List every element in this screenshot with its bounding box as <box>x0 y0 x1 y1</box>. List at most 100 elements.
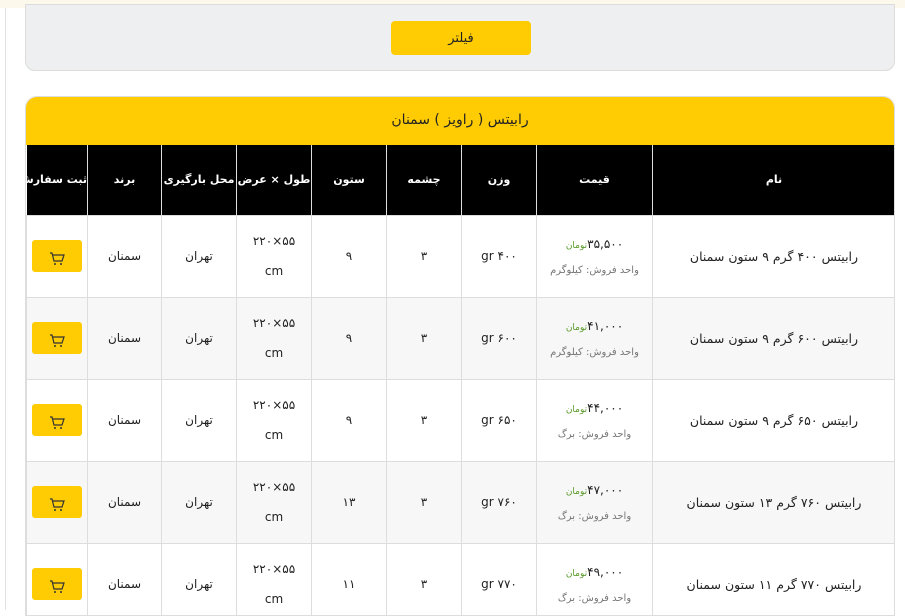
sale-unit: واحد فروش: کیلوگرم <box>550 346 639 358</box>
cart-icon <box>50 415 65 429</box>
dims-cell: ۵۵×۲۲۰ cm <box>236 378 312 462</box>
add-to-cart-button[interactable] <box>32 568 82 600</box>
sale-unit: واحد فروش: برگ <box>557 592 632 604</box>
price-cell: ۴۷,۰۰۰تومان واحد فروش: برگ <box>536 460 653 544</box>
brand-cell: سمنان <box>87 214 162 298</box>
loading-cell: تهران <box>161 296 237 380</box>
order-cell <box>26 378 88 462</box>
price-value: ۴۱,۰۰۰ <box>587 318 624 333</box>
dims-value: ۵۵×۲۲۰ <box>252 316 296 330</box>
chashmeh-cell: ۳ <box>386 214 462 298</box>
cart-icon <box>50 251 65 265</box>
column-cell: ۹ <box>311 214 387 298</box>
price-cell: ۳۵,۵۰۰تومان واحد فروش: کیلوگرم <box>536 214 653 298</box>
product-name[interactable]: رابیتس ۷۶۰ گرم ۱۳ ستون سمنان <box>652 460 894 544</box>
product-name[interactable]: رابیتس ۶۵۰ گرم ۹ ستون سمنان <box>652 378 894 462</box>
currency-label: تومان <box>565 240 588 251</box>
loading-cell: تهران <box>161 542 237 615</box>
currency-label: تومان <box>565 568 588 579</box>
weight-cell: ۶۵۰ gr <box>461 378 537 462</box>
order-cell <box>26 214 88 298</box>
weight-cell: ۴۰۰ gr <box>461 214 537 298</box>
weight-cell: ۶۰۰ gr <box>461 296 537 380</box>
price-value: ۴۷,۰۰۰ <box>587 482 624 497</box>
table-row: سمنان تهران ۵۵×۲۲۰ cm ۹ ۳ ۶۵۰ gr ۴۴,۰۰۰تو… <box>26 378 894 462</box>
product-name[interactable]: رابیتس ۷۷۰ گرم ۱۱ ستون سمنان <box>652 542 894 615</box>
cart-icon <box>50 497 65 511</box>
product-name[interactable]: رابیتس ۴۰۰ گرم ۹ ستون سمنان <box>652 214 894 298</box>
dims-cell: ۵۵×۲۲۰ cm <box>236 542 312 615</box>
dims-value: ۵۵×۲۲۰ <box>252 562 296 576</box>
dims-cell: ۵۵×۲۲۰ cm <box>236 214 312 298</box>
dims-unit: cm <box>264 510 284 524</box>
column-cell: ۹ <box>311 378 387 462</box>
price-cell: ۴۱,۰۰۰تومان واحد فروش: کیلوگرم <box>536 296 653 380</box>
dims-unit: cm <box>264 346 284 360</box>
add-to-cart-button[interactable] <box>32 404 82 436</box>
sale-unit: واحد فروش: برگ <box>557 510 632 522</box>
chashmeh-cell: ۳ <box>386 542 462 615</box>
brand-cell: سمنان <box>87 460 162 544</box>
brand-cell: سمنان <box>87 296 162 380</box>
dims-value: ۵۵×۲۲۰ <box>252 234 296 248</box>
filter-panel: فیلتر <box>25 4 895 71</box>
weight-cell: ۷۷۰ gr <box>461 542 537 615</box>
currency-label: تومان <box>565 322 588 333</box>
brand-cell: سمنان <box>87 378 162 462</box>
header-column: ستون <box>311 145 387 215</box>
table-row: سمنان تهران ۵۵×۲۲۰ cm ۱۳ ۳ ۷۶۰ gr ۴۷,۰۰۰ت… <box>26 460 894 544</box>
order-cell <box>26 296 88 380</box>
add-to-cart-button[interactable] <box>32 240 82 272</box>
product-name[interactable]: رابیتس ۶۰۰ گرم ۹ ستون سمنان <box>652 296 894 380</box>
dims-unit: cm <box>264 264 284 278</box>
header-brand: برند <box>87 145 162 215</box>
column-cell: ۹ <box>311 296 387 380</box>
weight-cell: ۷۶۰ gr <box>461 460 537 544</box>
header-name: نام <box>652 145 894 215</box>
cart-icon <box>50 333 65 347</box>
chashmeh-cell: ۳ <box>386 378 462 462</box>
dims-unit: cm <box>264 428 284 442</box>
price-cell: ۴۴,۰۰۰تومان واحد فروش: برگ <box>536 378 653 462</box>
dims-value: ۵۵×۲۲۰ <box>252 480 296 494</box>
sale-unit: واحد فروش: کیلوگرم <box>550 264 639 276</box>
loading-cell: تهران <box>161 214 237 298</box>
price-cell: ۴۹,۰۰۰تومان واحد فروش: برگ <box>536 542 653 615</box>
add-to-cart-button[interactable] <box>32 322 82 354</box>
chashmeh-cell: ۳ <box>386 296 462 380</box>
product-card: رابیتس ( راویز ) سمنان ثبت سفارش برند مح… <box>25 96 895 616</box>
column-cell: ۱۱ <box>311 542 387 615</box>
header-chashmeh: چشمه <box>386 145 462 215</box>
table-row: سمنان تهران ۵۵×۲۲۰ cm ۹ ۳ ۴۰۰ gr ۳۵,۵۰۰تو… <box>26 214 894 298</box>
header-price: قیمت <box>536 145 653 215</box>
dims-unit: cm <box>264 592 284 606</box>
dims-cell: ۵۵×۲۲۰ cm <box>236 296 312 380</box>
left-divider <box>5 8 6 610</box>
table-header-row: ثبت سفارش برند محل بارگیری طول × عرض ستو… <box>26 145 894 215</box>
header-dims: طول × عرض <box>236 145 312 215</box>
column-cell: ۱۳ <box>311 460 387 544</box>
brand-cell: سمنان <box>87 542 162 615</box>
dims-cell: ۵۵×۲۲۰ cm <box>236 460 312 544</box>
dims-value: ۵۵×۲۲۰ <box>252 398 296 412</box>
loading-cell: تهران <box>161 378 237 462</box>
currency-label: تومان <box>565 486 588 497</box>
price-value: ۳۵,۵۰۰ <box>587 236 624 251</box>
order-cell <box>26 542 88 615</box>
header-loading: محل بارگیری <box>161 145 237 215</box>
currency-label: تومان <box>565 404 588 415</box>
table-row: سمنان تهران ۵۵×۲۲۰ cm ۱۱ ۳ ۷۷۰ gr ۴۹,۰۰۰ت… <box>26 542 894 615</box>
table-row: سمنان تهران ۵۵×۲۲۰ cm ۹ ۳ ۶۰۰ gr ۴۱,۰۰۰تو… <box>26 296 894 380</box>
filter-button[interactable]: فیلتر <box>391 21 531 55</box>
add-to-cart-button[interactable] <box>32 486 82 518</box>
price-value: ۴۴,۰۰۰ <box>587 400 624 415</box>
sale-unit: واحد فروش: برگ <box>557 428 632 440</box>
loading-cell: تهران <box>161 460 237 544</box>
header-order: ثبت سفارش <box>26 145 88 215</box>
card-title: رابیتس ( راویز ) سمنان <box>26 97 894 145</box>
order-cell <box>26 460 88 544</box>
chashmeh-cell: ۳ <box>386 460 462 544</box>
cart-icon <box>50 579 65 593</box>
product-table: ثبت سفارش برند محل بارگیری طول × عرض ستو… <box>26 145 894 615</box>
header-weight: وزن <box>461 145 537 215</box>
